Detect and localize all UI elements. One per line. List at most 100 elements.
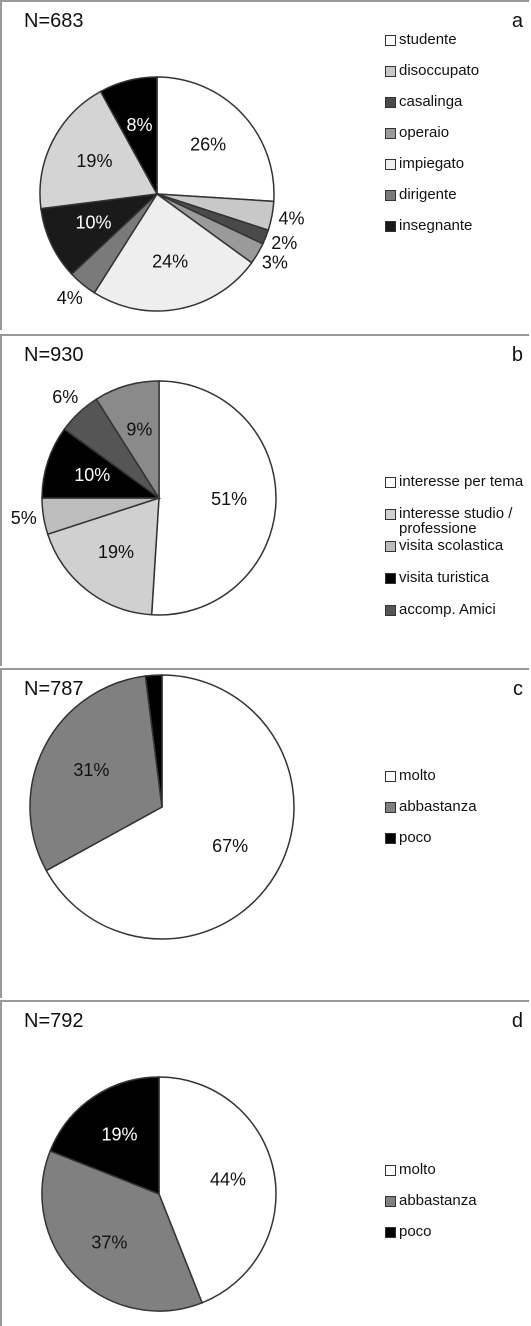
- pie-chart: 44% 37% 19%: [41, 1076, 277, 1312]
- data-label: 19%: [76, 151, 112, 171]
- pie-chart: 26% 4% 2%3% 24% 4% 10% 19% 8%: [39, 76, 304, 312]
- legend-label: dirigente: [399, 186, 457, 203]
- pie-chart: 67%31%2%: [29, 674, 295, 940]
- data-label: 19%: [98, 542, 134, 562]
- legend-swatch: [385, 159, 396, 170]
- legend-label: visita scolastica: [399, 537, 504, 554]
- chart-title: N=792: [24, 1010, 84, 1032]
- data-label: 31%: [73, 760, 109, 780]
- data-label: 5%: [11, 508, 37, 528]
- legend-label: poco: [399, 1223, 432, 1240]
- panel-letter: b: [511, 344, 523, 366]
- legend-item: abbastanza: [385, 1193, 525, 1208]
- pie-slice: [95, 380, 160, 501]
- legend-swatch: [385, 97, 396, 108]
- data-label: 8%: [127, 115, 153, 135]
- legend-label: poco: [399, 829, 432, 846]
- legend-label: impiegato: [399, 155, 465, 172]
- legend-label: insegnante: [399, 217, 473, 234]
- legend-label: abbastanza: [399, 1192, 477, 1209]
- legend-swatch: [385, 802, 396, 813]
- legend-label: accomp. Amici: [399, 601, 496, 618]
- legend-swatch: [385, 605, 396, 616]
- legend-swatch: [385, 541, 396, 552]
- legend-label: studente: [399, 31, 457, 48]
- legend-item: accomp. Amici: [385, 602, 525, 617]
- pie-slice: [150, 380, 277, 616]
- pie-chart: 51% 19% 5% 10% 6% 9%: [11, 380, 277, 616]
- legend-swatch: [385, 66, 396, 77]
- legend-swatch: [385, 1165, 396, 1176]
- legend-item: studente: [385, 32, 525, 47]
- legend-label: casalinga: [399, 93, 463, 110]
- legend-swatch: [385, 35, 396, 46]
- legend-label: visita turistica: [399, 569, 490, 586]
- chart-title: N=683: [24, 10, 84, 32]
- legend-swatch: [385, 477, 396, 488]
- pie-slice: [158, 1076, 277, 1304]
- data-label: 19%: [102, 1125, 138, 1145]
- pie-slice: [49, 1076, 160, 1196]
- legend-label: operaio: [399, 124, 450, 141]
- data-label: 3%: [262, 252, 288, 272]
- legend-swatch: [385, 190, 396, 201]
- pie-slice: [46, 496, 160, 616]
- legend-item: poco: [385, 1224, 525, 1239]
- data-label: 10%: [74, 465, 110, 485]
- legend-item: molto: [385, 1162, 525, 1177]
- legend-swatch: [385, 833, 396, 844]
- data-label: 4%: [57, 288, 83, 308]
- legend-swatch: [385, 509, 396, 520]
- chart-title: N=930: [24, 344, 84, 366]
- panel-letter: c: [513, 678, 523, 700]
- panel-letter: d: [511, 1010, 523, 1032]
- legend-swatch: [385, 221, 396, 232]
- legend-item: casalinga: [385, 94, 525, 109]
- chart-panel: 51% 19% 5% 10% 6% 9% N=930 b interesse per tema i…: [0, 334, 529, 666]
- legend-label: molto: [399, 1161, 436, 1178]
- legend-swatch: [385, 1196, 396, 1207]
- data-label: 67%: [212, 836, 248, 856]
- chart-panel: 44% 37% 19% N=792 d molto abbastanza poco: [0, 1000, 529, 1326]
- data-label: 37%: [91, 1232, 127, 1252]
- pie-slice: [93, 192, 253, 312]
- data-label: 26%: [190, 135, 226, 155]
- legend-item: impiegato: [385, 156, 525, 171]
- data-label: 4%: [278, 208, 304, 228]
- data-label: 24%: [152, 252, 188, 272]
- legend-item: interesse per tema: [385, 474, 525, 489]
- pie-slice: [144, 674, 163, 808]
- data-label: 2%: [271, 233, 297, 253]
- data-label: 9%: [126, 419, 152, 439]
- legend-swatch: [385, 1227, 396, 1238]
- legend-label: abbastanza: [399, 798, 477, 815]
- legend-item: visita turistica: [385, 570, 525, 585]
- chart-panel: 26% 4% 2% 3% 24% 4% 10% 19% 8% N=683 a studente diso…: [0, 0, 529, 330]
- legend-item: poco: [385, 830, 525, 845]
- legend-label: interesse studio / professione: [399, 505, 513, 537]
- legend-label: molto: [399, 767, 436, 784]
- legend-swatch: [385, 771, 396, 782]
- legend-swatch: [385, 128, 396, 139]
- pie-slice: [99, 76, 158, 195]
- pie-slice: [40, 192, 160, 276]
- legend-item: insegnante: [385, 218, 525, 233]
- legend-item: visita scolastica: [385, 538, 525, 553]
- pie-slice: [39, 90, 159, 210]
- pie-slice: [41, 1149, 204, 1312]
- legend-label: disoccupato: [399, 62, 480, 79]
- legend-item: molto: [385, 768, 525, 783]
- data-label: 10%: [75, 213, 111, 233]
- panel-letter: a: [511, 10, 523, 32]
- legend-item: abbastanza: [385, 799, 525, 814]
- data-label: 51%: [211, 489, 247, 509]
- legend-item: dirigente: [385, 187, 525, 202]
- pie-slice: [156, 76, 275, 203]
- legend-swatch: [385, 573, 396, 584]
- chart-title: N=787: [24, 678, 84, 700]
- data-label: 6%: [52, 387, 78, 407]
- data-label: 44%: [210, 1170, 246, 1190]
- legend-item: operaio: [385, 125, 525, 140]
